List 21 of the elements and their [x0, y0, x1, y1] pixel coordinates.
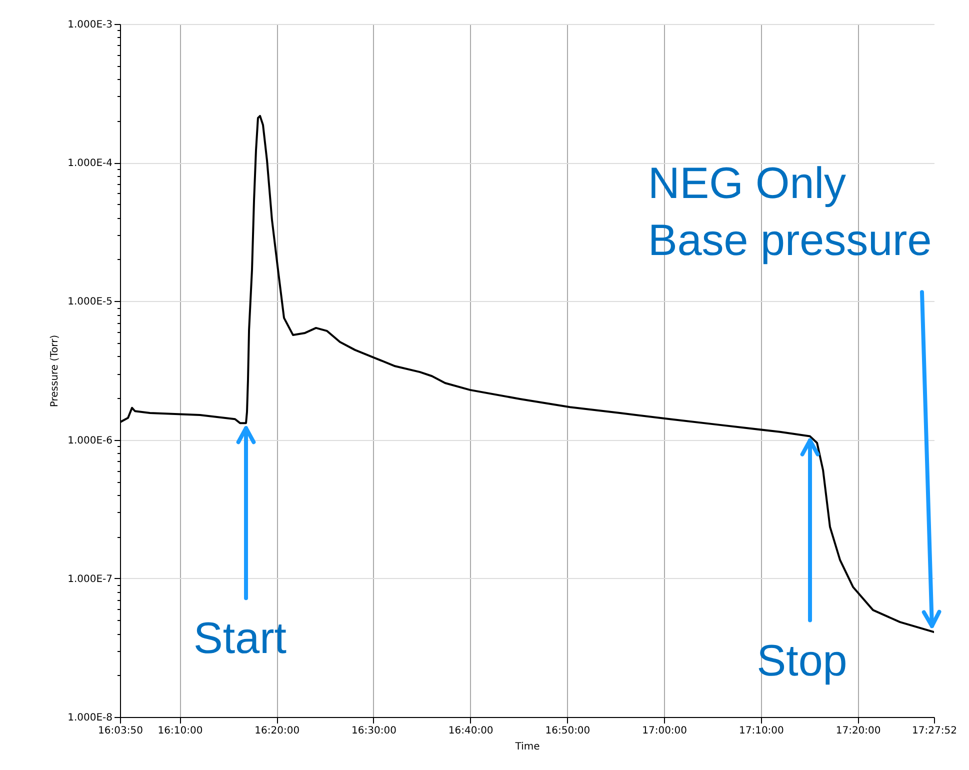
annotation: Stop — [756, 636, 848, 686]
x-tick-label: 16:03:50 — [98, 726, 143, 736]
y-tick-label: 1.000E-5 — [68, 296, 112, 308]
x-tick-label: 17:00:00 — [642, 726, 688, 736]
y-tick-label: 1.000E-7 — [68, 574, 112, 585]
y-axis-title: Pressure (Torr) — [50, 334, 61, 408]
annotation: Start — [194, 614, 286, 664]
y-tick-label: 1.000E-6 — [68, 435, 112, 446]
x-tick-label: 16:10:00 — [158, 726, 203, 736]
x-tick-label: 16:30:00 — [352, 726, 396, 736]
y-tick-label: 1.000E-3 — [68, 20, 112, 30]
y-tick-label: 1.000E-4 — [68, 158, 112, 170]
x-tick-label: 17:10:00 — [738, 726, 784, 736]
x-tick-label: 17:27:52 — [912, 726, 957, 736]
x-tick-label: 16:20:00 — [254, 726, 300, 736]
y-tick-label: 1.000E-8 — [68, 712, 112, 724]
x-tick-label: 16:50:00 — [545, 726, 590, 736]
x-axis-title: Time — [514, 742, 540, 752]
x-tick-label: 17:20:00 — [836, 726, 881, 736]
annotation: NEG Only Base pressure — [648, 159, 932, 266]
x-tick-label: 16:40:00 — [448, 726, 494, 736]
